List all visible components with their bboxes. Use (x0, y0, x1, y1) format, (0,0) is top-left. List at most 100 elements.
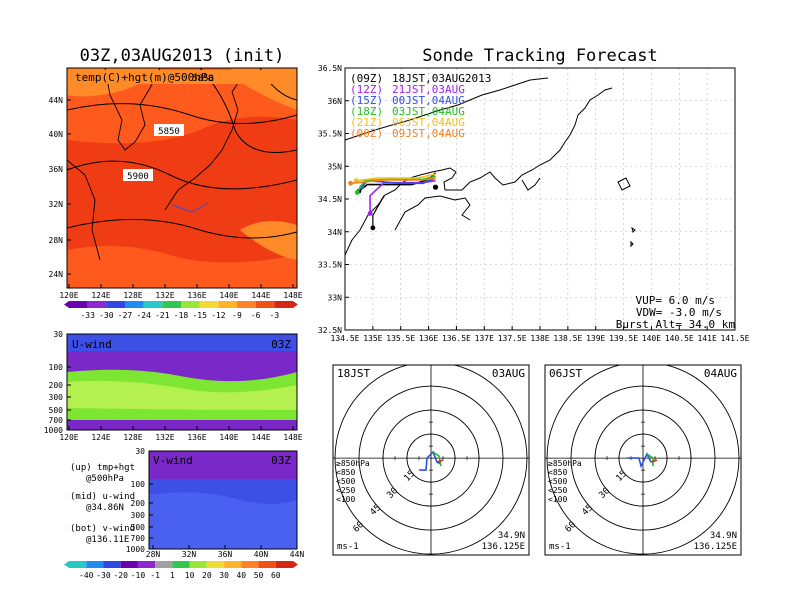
uwind-lon-ticks: 120E 124E 128E 132E 136E 140E 144E 148E (59, 426, 303, 442)
track-legend-code-5: (00Z) (350, 127, 383, 140)
track-lat-tick-label: 35.5N (318, 130, 342, 139)
note-bot-2: @136.11E (86, 535, 129, 545)
hodograph-trace-1 (646, 453, 654, 467)
coast-honshu-pacific (445, 87, 613, 191)
vwind-lat-tick-label: 36N (218, 550, 233, 559)
island-1 (617, 177, 631, 191)
colorbar-label: -21 (155, 311, 170, 320)
map-lat-tick-label: 32N (49, 200, 64, 209)
track-lon-ticks: 134.5E 135E 135.5E 136E 136.5E 137E 137.5E 138E… (331, 326, 750, 343)
uwind-p-tick-label: 100 (49, 363, 64, 372)
colorbar-cell (218, 301, 237, 308)
uwind-time: 03Z (271, 338, 291, 351)
wind-colorbar-label: 1 (170, 571, 175, 580)
track-legend-time-0: 18JST,03AUG2013 (392, 72, 491, 85)
colorbar-cell (237, 301, 256, 308)
wind-colorbar-label: -30 (96, 571, 111, 580)
hodograph-legend-4: <100 (548, 495, 567, 504)
colorbar-cell (106, 301, 125, 308)
vwind-lat-ticks: 28N 32N 36N 40N 44N (146, 545, 305, 559)
coast-honshu-sea (345, 77, 549, 141)
hodograph-date: 04AUG (704, 367, 737, 380)
vwind-p-tick-label: 500 (131, 523, 146, 532)
vwind-p-tick-label: 300 (131, 511, 146, 520)
map-lat-tick-label: 28N (49, 236, 64, 245)
vwind-p-tick-label: 700 (131, 534, 146, 543)
height-contour-east (199, 68, 297, 153)
sonde-tracks (348, 172, 439, 231)
wind-colorbar-arrow-right (293, 561, 298, 568)
colorbar-label: -27 (118, 311, 133, 320)
colorbar-label: -30 (99, 311, 114, 320)
uwind-p-tick-label: 500 (49, 406, 64, 415)
vwind-p-tick-label: 200 (131, 499, 146, 508)
wind-colorbar-cell (224, 561, 242, 568)
uwind-lon-tick-label: 128E (123, 433, 142, 442)
track-title: Sonde Tracking Forecast (422, 46, 657, 66)
colorbar-label: -33 (80, 311, 95, 320)
height-contour-5900-south (67, 219, 297, 239)
vwind-lat-tick-label: 44N (290, 550, 305, 559)
uwind-p-tick-label: 30 (53, 330, 63, 339)
wind-colorbar-label: 60 (271, 571, 281, 580)
colorbar-cell (255, 301, 275, 308)
uwind-lon-tick-label: 124E (91, 433, 110, 442)
map-band-south (67, 246, 297, 288)
colorbar-cell (181, 301, 200, 308)
contour-label-3: 5850 (192, 74, 214, 84)
track-lon-tick-label: 137.5E (498, 334, 527, 343)
wind-colorbar-cell (189, 561, 207, 568)
track-legend-code-0: (09Z) (350, 72, 383, 85)
track-lon-tick-label: 139.5E (609, 334, 638, 343)
uwind-lon-tick-label: 120E (59, 433, 78, 442)
hodograph-legend-3: <250 (548, 486, 567, 495)
track-legend-code-4: (21Z) (350, 116, 383, 129)
track-landing-5 (348, 180, 353, 186)
contour-label-box-2 (123, 169, 153, 181)
hodograph-lat: 34.9N (710, 531, 737, 541)
note-bot-1: (bot) v-wind (70, 524, 135, 534)
note-mid-1: (mid) u-wind (70, 492, 135, 502)
track-lon-tick-label: 137E (475, 334, 494, 343)
track-lon-tick-label: 140E (642, 334, 661, 343)
wind-colorbar-cell (155, 561, 173, 568)
wind-colorbar-label: -10 (131, 571, 146, 580)
colorbar-cell (69, 301, 88, 308)
uwind-label: U-wind (72, 338, 112, 351)
track-lat-tick-label: 32.5N (318, 326, 342, 335)
island-3 (630, 240, 634, 248)
track-legend-time-3: 03JST,04AUG (392, 105, 465, 118)
vwind-band-strat (149, 451, 297, 479)
map-lat-tick-label: 40N (49, 130, 64, 139)
colorbar-arrow-right (293, 301, 298, 308)
wind-colorbar-label: 50 (254, 571, 264, 580)
param-vdw: VDW= -3.0 m/s (636, 306, 722, 319)
track-lat-tick-label: 34N (328, 228, 343, 237)
hodograph-legend-1: <850 (336, 468, 355, 477)
map-lon-tick-label: 120E (59, 291, 78, 300)
contour-label-1: 5850 (158, 127, 180, 137)
colorbar-label: -18 (174, 311, 189, 320)
uwind-lon-tick-label: 148E (283, 433, 302, 442)
map-lon-tick-label: 132E (155, 291, 174, 300)
track-legend-code-3: (18Z) (350, 105, 383, 118)
contour-label-box-1 (154, 124, 184, 136)
uwind-p-tick-label: 200 (49, 381, 64, 390)
map-lat-tick-label: 36N (49, 165, 64, 174)
wind-colorbar-cell (172, 561, 190, 568)
hodograph-trace-2 (436, 459, 444, 463)
vwind-frame (148, 450, 298, 550)
track-lon-tick-label: 141.5E (721, 334, 750, 343)
uwind-band-surface (67, 420, 297, 430)
wind-colorbar-label: -1 (150, 571, 160, 580)
wind-colorbar: -40 -30 -20 -10 -1 1 10 20 30 40 50 60 (64, 561, 298, 580)
vwind-label: V-wind (153, 454, 193, 467)
map-legend: temp(C)+hgt(m)@500hPa (75, 71, 214, 84)
track-grid (345, 68, 735, 330)
map-lon-tick-label: 140E (219, 291, 238, 300)
hodograph-time: 18JST (337, 367, 370, 380)
track-legend-time-2: 00JST,04AUG (392, 94, 465, 107)
hodograph-legend-0: ≥850hPa (548, 459, 582, 468)
wind-colorbar-label: 30 (219, 571, 229, 580)
wind-colorbar-cell (69, 561, 87, 568)
